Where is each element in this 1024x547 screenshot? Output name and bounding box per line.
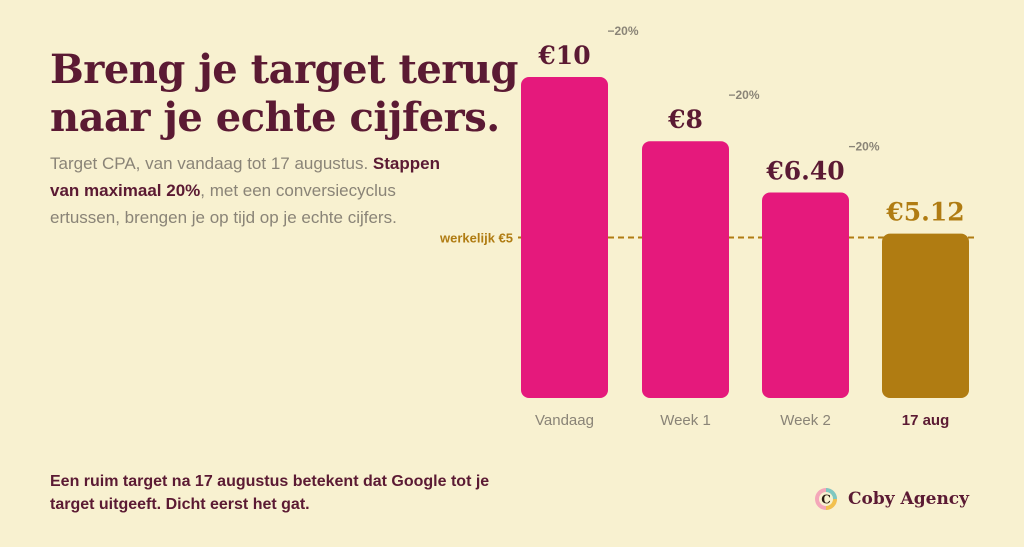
- category-label: 17 aug: [902, 412, 950, 429]
- bar-value-label: €6.40: [765, 157, 844, 186]
- category-label: Vandaag: [535, 412, 594, 429]
- subtitle-line1: Target CPA, van vandaag tot 17 augustus.: [50, 154, 369, 173]
- subtitle-bold: Stappen van maximaal 20%: [50, 154, 440, 200]
- subtitle: Target CPA, van vandaag tot 17 augustus.…: [50, 150, 470, 231]
- brand-name: Coby Agency: [848, 489, 970, 509]
- step-label: −20%: [728, 88, 759, 102]
- category-label: Week 2: [780, 412, 831, 429]
- bar-value-label: €5.12: [885, 198, 964, 227]
- coby-logo-icon: C: [815, 488, 837, 510]
- bar-value-label: €10: [537, 41, 590, 70]
- bar-0: [521, 77, 608, 398]
- bar-1: [642, 141, 729, 398]
- category-label: Week 1: [660, 412, 711, 429]
- bar-value-label: €8: [667, 105, 703, 134]
- subtitle-rest: , met een conversiecyclus ertussen, bren…: [50, 181, 397, 227]
- reference-label: werkelijk €5: [439, 231, 513, 246]
- step-label: −20%: [848, 140, 879, 154]
- svg-text:C: C: [821, 493, 831, 507]
- bar-2: [762, 192, 849, 398]
- brand: C Coby Agency: [814, 487, 969, 511]
- page-title: Breng je target terug naar je echte cijf…: [50, 46, 519, 141]
- bar-3: [882, 233, 969, 398]
- footer-note: Een ruim target na 17 augustus betekent …: [50, 473, 490, 513]
- step-label: −20%: [607, 24, 638, 38]
